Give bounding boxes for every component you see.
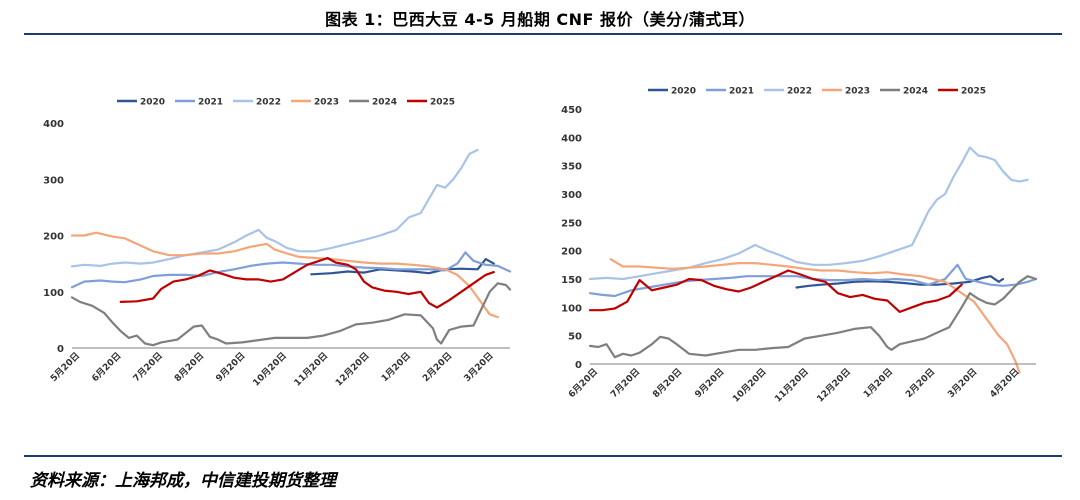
y-tick-label: 150 xyxy=(561,275,582,286)
x-tick-label: 8月20日 xyxy=(651,366,685,400)
x-tick-label: 3月20日 xyxy=(946,366,980,400)
top-rule xyxy=(24,33,1062,35)
legend-label-2025: 2025 xyxy=(961,87,986,97)
legend-label-2021: 2021 xyxy=(198,98,223,108)
series-line-2024 xyxy=(588,275,1038,359)
x-tick-label: 1月20日 xyxy=(861,366,895,400)
y-tick-label: 100 xyxy=(43,288,64,299)
x-tick-label: 10月20日 xyxy=(251,350,289,388)
y-tick-label: 250 xyxy=(561,218,582,229)
series-line-2025 xyxy=(588,269,963,313)
x-tick-label: 11月20日 xyxy=(292,350,330,388)
x-tick-label: 12月20日 xyxy=(815,366,853,404)
x-tick-label: 9月20日 xyxy=(214,350,248,384)
x-tick-label: 2月20日 xyxy=(421,350,455,384)
legend-label-2023: 2023 xyxy=(845,87,870,97)
legend-label-2023: 2023 xyxy=(314,98,339,108)
source-note: 资料来源：上海邦成，中信建投期货整理 xyxy=(30,471,336,491)
series-line-2021 xyxy=(588,263,1038,298)
x-tick-label: 7月20日 xyxy=(131,350,165,384)
x-tick-label: 7月20日 xyxy=(608,366,642,400)
x-tick-label: 6月20日 xyxy=(566,366,600,400)
x-tick-label: 11月20日 xyxy=(773,366,811,404)
legend-label-2020: 2020 xyxy=(140,98,165,108)
series-line-2023 xyxy=(609,258,1021,374)
series-line-2020 xyxy=(795,275,1005,289)
series-line-2022 xyxy=(70,148,479,268)
y-tick-label: 450 xyxy=(561,105,582,116)
y-tick-label: 300 xyxy=(561,190,582,201)
series-line-2022 xyxy=(588,146,1029,281)
series-line-2020 xyxy=(310,258,495,276)
x-tick-label: 9月20日 xyxy=(693,366,727,400)
y-tick-label: 0 xyxy=(57,344,64,355)
y-tick-label: 300 xyxy=(43,175,64,186)
legend-label-2021: 2021 xyxy=(729,87,754,97)
series-line-2021 xyxy=(70,251,512,289)
series-line-2024 xyxy=(70,282,512,347)
series-line-2025 xyxy=(119,256,495,309)
x-tick-label: 5月20日 xyxy=(48,350,82,384)
x-tick-label: 3月20日 xyxy=(462,350,496,384)
legend-label-2024: 2024 xyxy=(903,87,928,97)
legend-label-2024: 2024 xyxy=(372,98,397,108)
series-line-2023 xyxy=(70,231,499,319)
y-tick-label: 50 xyxy=(568,332,582,343)
x-tick-label: 6月20日 xyxy=(90,350,124,384)
chart-figure-title: 图表 1：巴西大豆 4-5 月船期 CNF 报价（美分/蒲式耳） xyxy=(325,10,755,29)
x-tick-label: 2月20日 xyxy=(903,366,937,400)
bottom-rule xyxy=(24,455,1062,457)
legend-label-2022: 2022 xyxy=(256,98,281,108)
legend-label-2022: 2022 xyxy=(787,87,812,97)
y-tick-label: 0 xyxy=(575,360,582,371)
legend-label-2025: 2025 xyxy=(430,98,455,108)
y-tick-label: 350 xyxy=(561,162,582,173)
legend-label-2020: 2020 xyxy=(671,87,696,97)
y-tick-label: 400 xyxy=(561,133,582,144)
y-tick-label: 200 xyxy=(561,247,582,258)
x-tick-label: 12月20日 xyxy=(333,350,371,388)
y-tick-label: 200 xyxy=(43,232,64,243)
x-tick-label: 4月20日 xyxy=(988,366,1022,400)
y-tick-label: 100 xyxy=(561,303,582,314)
x-tick-label: 1月20日 xyxy=(379,350,413,384)
x-tick-label: 10月20日 xyxy=(730,366,768,404)
x-tick-label: 8月20日 xyxy=(172,350,206,384)
y-tick-label: 400 xyxy=(43,119,64,130)
